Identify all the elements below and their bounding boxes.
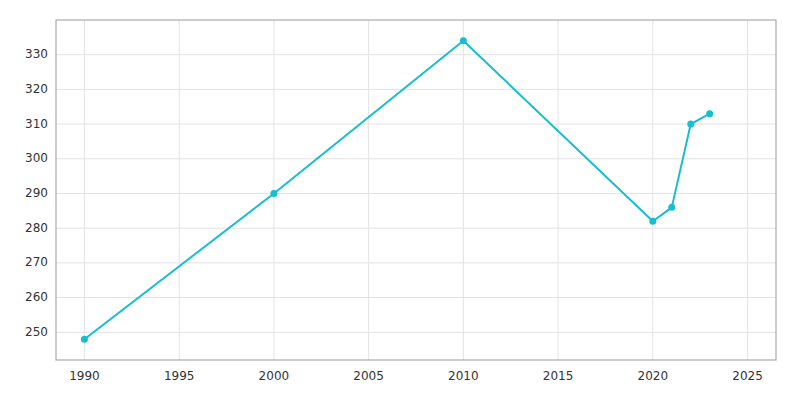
y-tick-label: 310 (25, 117, 48, 131)
y-grid-line (56, 332, 776, 333)
y-grid-line (56, 124, 776, 125)
y-tick-label: 330 (25, 47, 48, 61)
series (81, 37, 713, 342)
x-grid-line (652, 20, 653, 360)
x-grid-line (84, 20, 85, 360)
point-marker (460, 37, 467, 44)
x-grid-line (463, 20, 464, 360)
y-tick-label: 300 (25, 151, 48, 165)
chart-container: 250 260 270 280 290 300 310 320 330 1990 1995 2000 2… (0, 0, 800, 400)
y-tick-label: 280 (25, 221, 48, 235)
x-grid-line (179, 20, 180, 360)
point-marker (270, 190, 277, 197)
point-marker (81, 336, 88, 343)
point-marker (668, 204, 675, 211)
y-grid-line (56, 193, 776, 194)
y-grid-line (56, 89, 776, 90)
y-tick-label: 250 (25, 325, 48, 339)
y-tick-label: 270 (25, 255, 48, 269)
y-grid-line (56, 262, 776, 263)
x-grid-line (558, 20, 559, 360)
line (84, 41, 709, 339)
y-grid-line (56, 54, 776, 55)
y-tick-label: 320 (25, 82, 48, 96)
x-grid-line (747, 20, 748, 360)
x-tick-label: 2020 (638, 369, 669, 383)
x-tick-label: 2015 (543, 369, 574, 383)
x-grid-line (368, 20, 369, 360)
x-tick-label: 1995 (164, 369, 195, 383)
y-tick-label: 290 (25, 186, 48, 200)
x-tick-label: 2000 (259, 369, 290, 383)
y-tick-label: 260 (25, 290, 48, 304)
point-marker (649, 218, 656, 225)
point-marker (687, 121, 694, 128)
y-grid-line (56, 158, 776, 159)
x-tick-label: 2025 (732, 369, 763, 383)
plot-frame (56, 20, 776, 360)
point-marker (706, 110, 713, 117)
grid (56, 20, 776, 360)
y-grid-line (56, 297, 776, 298)
chart-svg: 250 260 270 280 290 300 310 320 330 1990 1995 2000 2… (0, 0, 800, 400)
y-grid-line (56, 228, 776, 229)
x-tick-label: 1990 (69, 369, 100, 383)
x-tick-label: 2010 (448, 369, 479, 383)
x-tick-label: 2005 (353, 369, 384, 383)
